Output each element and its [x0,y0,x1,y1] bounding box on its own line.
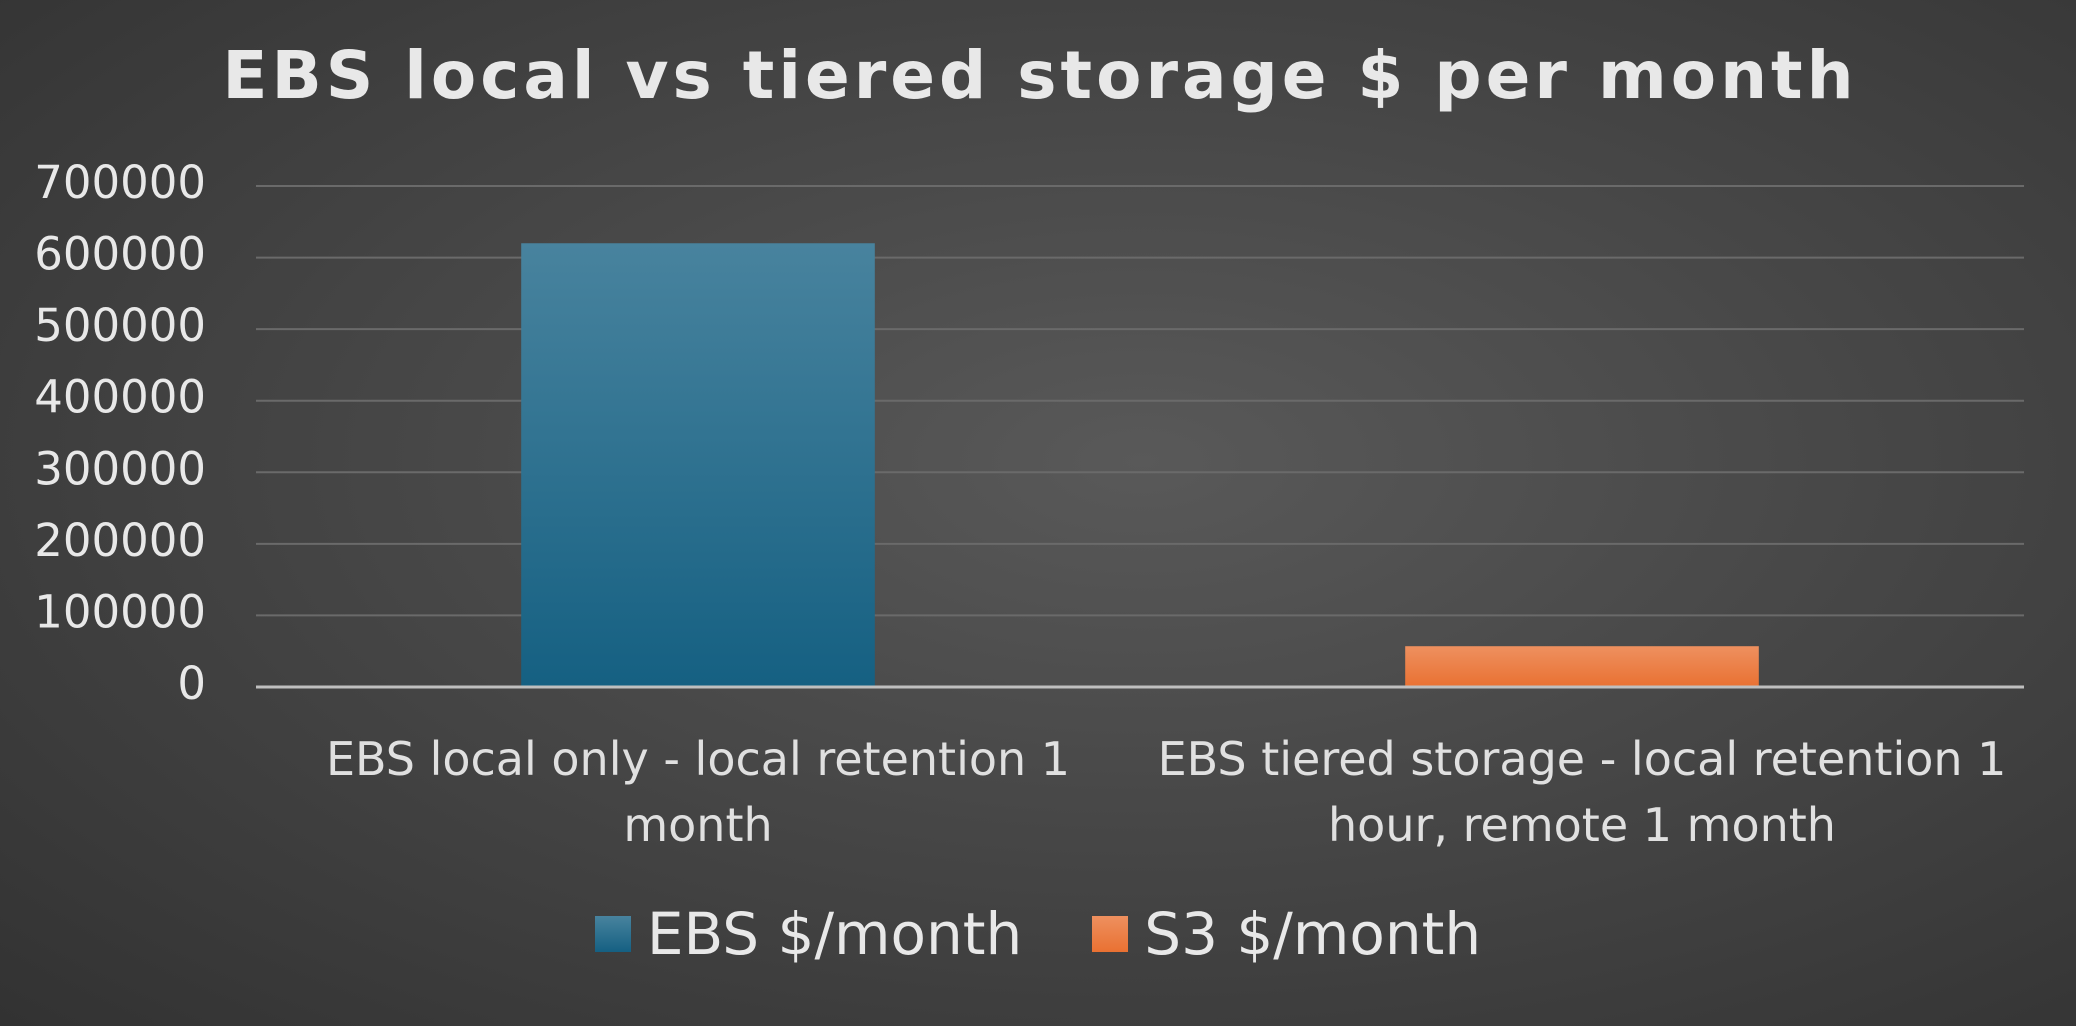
bar [521,243,875,687]
y-tick-label: 300000 [34,442,206,495]
legend: EBS $/month S3 $/month [0,900,2076,968]
x-tick-label: EBS tiered storage - local retention 1 h… [1157,732,2007,852]
y-tick-label: 500000 [34,299,206,352]
legend-swatch [1092,916,1129,952]
y-tick-label: 700000 [34,156,206,209]
y-tick-label: 400000 [34,371,206,424]
legend-label: EBS $/month [646,900,1023,968]
legend-label: S3 $/month [1144,900,1482,968]
x-tick-label: EBS local only - local retention 1 month [325,732,1071,852]
legend-item: S3 $/month [1092,900,1481,968]
legend-swatch [594,916,631,952]
y-tick-label: 200000 [34,514,206,567]
bar [1405,646,1759,687]
y-tick-label: 100000 [34,585,206,638]
y-tick-label: 600000 [34,228,206,281]
legend-item: EBS $/month [594,900,1023,968]
chart-title: EBS local vs tiered storage $ per month [222,37,1857,114]
y-tick-label: 0 [177,657,206,710]
